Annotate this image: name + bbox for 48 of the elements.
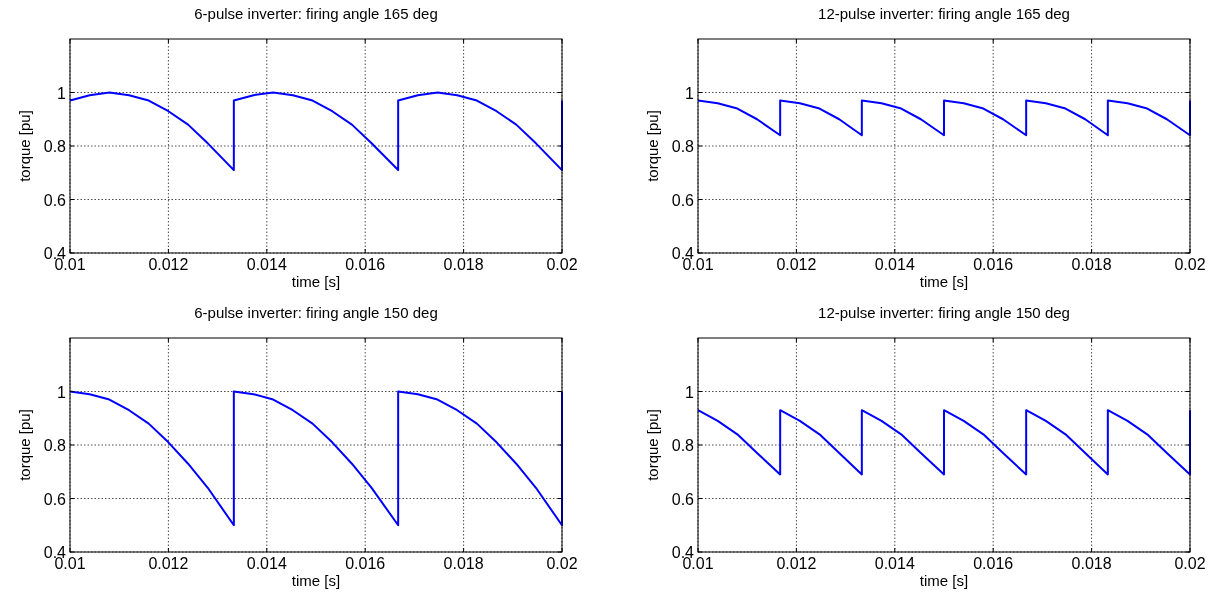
x-tick-label: 0.016: [973, 555, 1014, 572]
x-tick-label: 0.016: [973, 256, 1014, 273]
y-tick-label: 0.8: [43, 437, 67, 454]
x-tick-label: 0.016: [345, 555, 386, 572]
x-tick-label: 0.012: [148, 256, 189, 273]
x-tick-label: 0.018: [1071, 256, 1112, 273]
x-axis-title: time [s]: [919, 273, 969, 290]
line-series: [697, 99, 1191, 137]
chart-title: 12-pulse inverter: firing angle 165 deg: [818, 5, 1070, 22]
y-tick-label: 1: [685, 383, 695, 401]
y-tick-label: 0.6: [43, 490, 67, 508]
y-tick-label: 0.8: [671, 437, 695, 454]
x-tick-label: 0.016: [345, 256, 386, 273]
x-tick-label: 0.014: [874, 256, 915, 273]
x-tick-label: 0.018: [443, 555, 484, 572]
x-tick-label: 0.018: [443, 256, 484, 273]
x-tick-label: 0.02: [546, 256, 578, 273]
y-tick-label: 0.6: [671, 490, 695, 508]
y-tick-label: 0.6: [671, 191, 695, 209]
x-tick-label: 0.014: [246, 256, 287, 273]
y-tick-label: 0.8: [671, 138, 695, 155]
line-series: [697, 409, 1191, 476]
y-axis-title: torque [pu]: [16, 409, 33, 481]
chart-title: 12-pulse inverter: firing angle 150 deg: [818, 304, 1070, 321]
chart-title: 6-pulse inverter: firing angle 165 deg: [194, 5, 438, 22]
x-axis-title: time [s]: [291, 273, 341, 290]
y-tick-label: 0.8: [43, 138, 67, 155]
x-tick-label: 0.012: [776, 555, 817, 572]
line-series: [69, 91, 563, 172]
x-tick-label: 0.02: [1174, 256, 1206, 273]
x-tick-label: 0.02: [1174, 555, 1206, 572]
chart-title: 6-pulse inverter: firing angle 150 deg: [194, 304, 438, 321]
x-tick-label: 0.014: [874, 555, 915, 572]
y-axis-title: torque [pu]: [644, 409, 661, 481]
x-tick-label: 0.02: [546, 555, 578, 572]
x-tick-label: 0.012: [776, 256, 817, 273]
x-tick-label: 0.012: [148, 555, 189, 572]
x-axis-title: time [s]: [919, 572, 969, 589]
x-tick-label: 0.018: [1071, 555, 1112, 572]
line-series: [69, 390, 563, 527]
y-tick-label: 1: [57, 383, 67, 401]
x-axis-title: time [s]: [291, 572, 341, 589]
y-axis-title: torque [pu]: [644, 110, 661, 182]
y-tick-label: 1: [57, 84, 67, 102]
y-tick-label: 1: [685, 84, 695, 102]
x-tick-label: 0.014: [246, 555, 287, 572]
y-tick-label: 0.6: [43, 191, 67, 209]
y-axis-title: torque [pu]: [16, 110, 33, 182]
